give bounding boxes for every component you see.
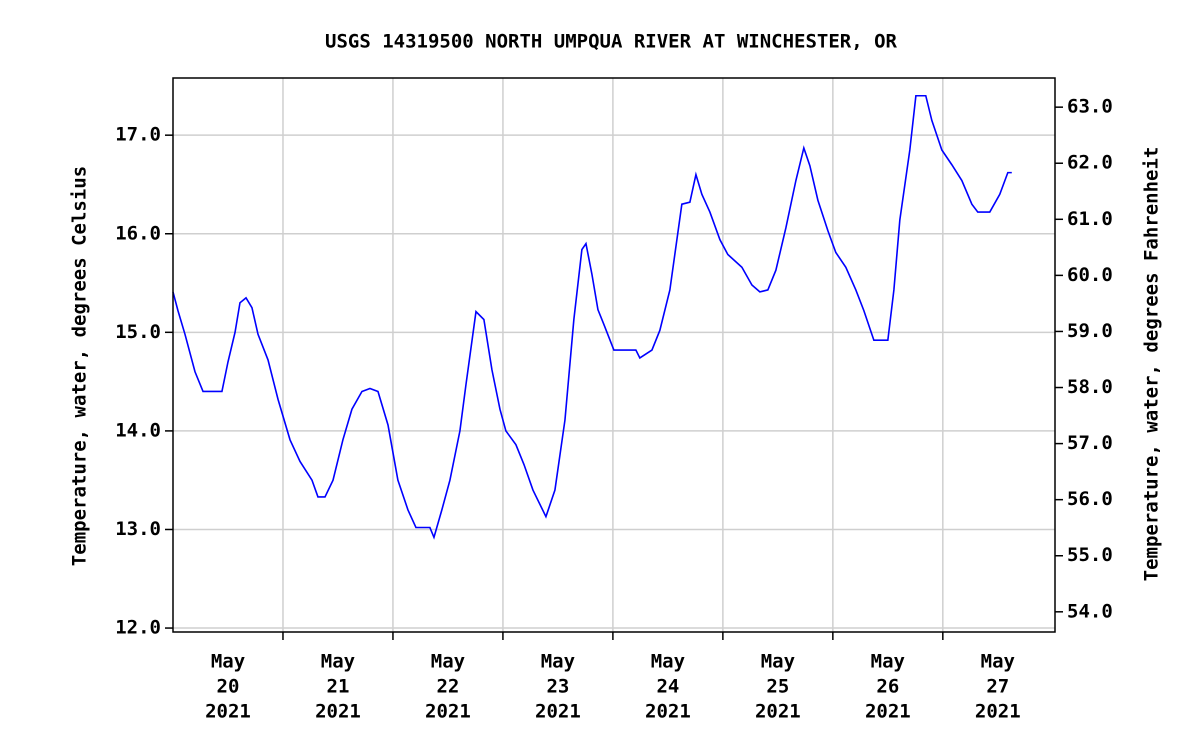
y2-tick-label: 60.0 bbox=[1067, 264, 1113, 286]
x-tick-label: May 20 2021 bbox=[205, 651, 251, 723]
x-tick-label-line: May bbox=[981, 651, 1015, 673]
x-tick-label-line: 2021 bbox=[535, 701, 581, 723]
x-tick-label-line: 26 bbox=[876, 676, 899, 698]
x-tick-label-line: May bbox=[321, 651, 355, 673]
y2-tick-label: 59.0 bbox=[1067, 320, 1113, 342]
y-tick-label: 15.0 bbox=[115, 321, 161, 343]
x-tick-label: May 23 2021 bbox=[535, 651, 581, 723]
y-tick-label: 13.0 bbox=[115, 518, 161, 540]
y-tick-label: 14.0 bbox=[115, 419, 161, 441]
y2-tick-label: 58.0 bbox=[1067, 376, 1113, 398]
x-tick-label-line: 2021 bbox=[425, 701, 471, 723]
x-tick-label: May 24 2021 bbox=[645, 651, 691, 723]
y2-tick-label: 63.0 bbox=[1067, 96, 1113, 118]
y2-tick-label: 55.0 bbox=[1067, 544, 1113, 566]
x-tick-label-line: 20 bbox=[217, 676, 240, 698]
y2-tick-label: 57.0 bbox=[1067, 432, 1113, 454]
x-tick-label-line: 2021 bbox=[205, 701, 251, 723]
y-tick-label: 17.0 bbox=[115, 124, 161, 146]
x-tick-label-line: 2021 bbox=[645, 701, 691, 723]
data-line bbox=[172, 94, 1012, 540]
y-tick-label: 16.0 bbox=[115, 222, 161, 244]
y2-tick-label: 62.0 bbox=[1067, 152, 1113, 174]
chart-title: USGS 14319500 NORTH UMPQUA RIVER AT WINC… bbox=[325, 31, 898, 53]
plot-frame bbox=[172, 77, 1056, 633]
y2-axis-label: Temperature, water, degrees Fahrenheit bbox=[1141, 147, 1163, 582]
x-tick-label-line: 21 bbox=[327, 676, 350, 698]
y-axis-label: Temperature, water, degrees Celsius bbox=[69, 166, 91, 566]
x-tick-label-line: 25 bbox=[766, 676, 789, 698]
x-tick-label-line: May bbox=[761, 651, 795, 673]
x-tick-label-line: 2021 bbox=[315, 701, 361, 723]
x-tick-label-line: 2021 bbox=[755, 701, 801, 723]
x-tick-label-line: 27 bbox=[986, 676, 1009, 698]
x-tick-label-line: 22 bbox=[436, 676, 459, 698]
x-tick-label: May 26 2021 bbox=[865, 651, 911, 723]
x-tick-label: May 27 2021 bbox=[975, 651, 1021, 723]
x-tick-label-line: May bbox=[541, 651, 575, 673]
x-tick-label-line: May bbox=[871, 651, 905, 673]
x-tick-label-line: 2021 bbox=[865, 701, 911, 723]
x-tick-label-line: May bbox=[431, 651, 465, 673]
y-tick-label: 12.0 bbox=[115, 617, 161, 639]
x-tick-label-line: May bbox=[651, 651, 685, 673]
x-tick-label-line: 24 bbox=[656, 676, 679, 698]
y2-tick-label: 54.0 bbox=[1067, 600, 1113, 622]
x-tick-label-line: 23 bbox=[546, 676, 569, 698]
x-tick-label: May 25 2021 bbox=[755, 651, 801, 723]
x-tick-label-line: 2021 bbox=[975, 701, 1021, 723]
y2-tick-label: 56.0 bbox=[1067, 488, 1113, 510]
x-tick-label: May 22 2021 bbox=[425, 651, 471, 723]
x-tick-label-line: May bbox=[211, 651, 245, 673]
x-tick-label: May 21 2021 bbox=[315, 651, 361, 723]
y2-tick-label: 61.0 bbox=[1067, 208, 1113, 230]
